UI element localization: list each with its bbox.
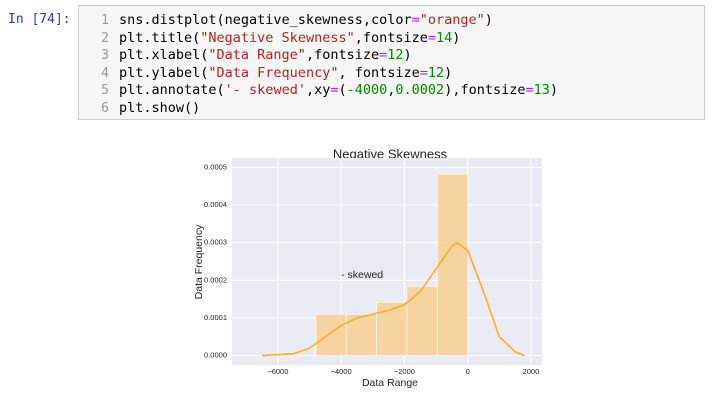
code-line: plt.ylabel("Data Frequency", fontsize=12… — [119, 64, 453, 81]
line-number: 5 — [101, 83, 109, 98]
y-tick-label: 0.0000 — [204, 351, 227, 360]
line-number: 1 — [101, 13, 109, 28]
x-tick-label: −2000 — [394, 367, 415, 376]
code-cell[interactable]: 1 sns.distplot(negative_skewness,color="o… — [78, 5, 705, 120]
histogram-bar — [436, 173, 468, 356]
y-tick-label: 0.0005 — [204, 162, 227, 171]
x-axis-label: Data Range — [362, 377, 418, 389]
y-tick-label: 0.0004 — [204, 200, 227, 209]
code-line: plt.show() — [119, 99, 201, 116]
line-number: 4 — [101, 65, 109, 81]
code-line: sns.distplot(negative_skewness,color="or… — [119, 12, 493, 28]
x-tick-label: 0 — [466, 367, 470, 376]
y-tick-label: 0.0003 — [204, 238, 227, 247]
annotation: - skewed — [341, 269, 383, 281]
x-tick-label: −4000 — [331, 367, 352, 376]
kde-line — [262, 241, 525, 357]
histogram-bar — [376, 301, 408, 356]
y-tick-label: 0.0002 — [204, 275, 227, 284]
line-number: 6 — [101, 100, 109, 116]
line-number: 2 — [101, 30, 109, 46]
code-line: plt.annotate('- skewed',xy=(-4000,0.0002… — [119, 82, 559, 98]
cell-prompt: In [74]: — [8, 12, 71, 27]
x-tick-label: 2000 — [523, 367, 540, 376]
code-line: plt.xlabel("Data Range",fontsize=12) — [119, 47, 412, 63]
x-tick-label: −6000 — [267, 367, 288, 376]
y-axis-label: Data Frequency — [193, 224, 205, 299]
code-line: plt.title("Negative Skewness",fontsize=1… — [119, 29, 461, 46]
histogram-bar — [315, 313, 347, 356]
chart-title: Negative Skewness — [333, 146, 448, 161]
histogram-bar — [406, 286, 438, 356]
y-tick-label: 0.0001 — [204, 313, 227, 322]
line-number: 3 — [101, 48, 109, 63]
